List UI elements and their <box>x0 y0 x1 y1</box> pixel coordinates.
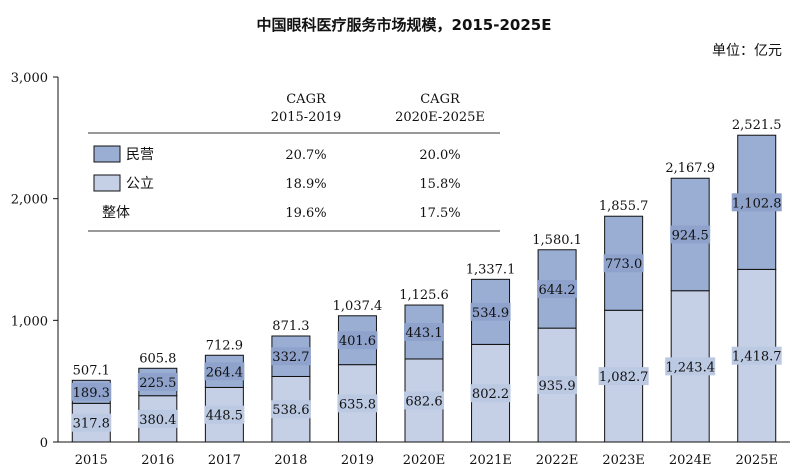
data-label-private: 924.5 <box>672 228 709 243</box>
data-label-bg-public <box>665 357 716 376</box>
cagr-row-label: 整体 <box>102 205 130 221</box>
cagr-row-label: 公立 <box>126 176 154 192</box>
x-tick-label: 2020E <box>403 453 446 468</box>
data-label-bg-public <box>137 409 178 428</box>
data-label-public: 1,082.7 <box>599 370 649 385</box>
data-label-total: 1,125.6 <box>399 288 449 303</box>
cagr-header-label: CAGR <box>420 92 461 107</box>
cagr-value: 18.9% <box>285 177 326 192</box>
cagr-header-label: CAGR <box>286 92 327 107</box>
data-label-public: 1,418.7 <box>732 350 782 365</box>
data-label-total: 605.8 <box>139 351 176 366</box>
data-label-private: 1,102.8 <box>732 196 782 211</box>
data-label-total: 2,521.5 <box>732 118 782 133</box>
cagr-header-period: 2020E-2025E <box>395 110 485 125</box>
data-label-bg-private <box>731 193 782 212</box>
data-label-private: 534.9 <box>472 306 509 321</box>
y-tick-label: 3,000 <box>11 71 48 86</box>
data-label-bg-private <box>137 373 178 392</box>
data-label-bg-public <box>204 405 245 424</box>
legend-swatch <box>93 145 121 163</box>
data-label-bg-public <box>71 413 112 432</box>
data-label-public: 448.5 <box>206 409 243 424</box>
data-label-private: 401.6 <box>339 334 376 349</box>
data-label-public: 380.4 <box>139 413 176 428</box>
data-label-private: 264.4 <box>206 365 243 380</box>
data-label-total: 712.9 <box>206 338 243 353</box>
data-label-bg-public <box>337 394 378 413</box>
data-label-public: 538.6 <box>272 403 309 418</box>
data-label-bg-private <box>670 225 711 244</box>
data-label-bg-private <box>537 279 578 298</box>
cagr-value: 19.6% <box>285 206 326 221</box>
data-label-bg-private <box>204 362 245 381</box>
x-tick-label: 2023E <box>602 453 645 468</box>
data-label-bg-public <box>537 376 578 395</box>
data-label-total: 871.3 <box>272 319 309 334</box>
data-label-bg-private <box>337 331 378 350</box>
chart-title: 中国眼科医疗服务市场规模，2015-2025E <box>256 16 552 34</box>
legend-swatch <box>93 174 121 192</box>
data-label-private: 443.1 <box>405 326 442 341</box>
data-label-private: 225.5 <box>139 376 176 391</box>
x-tick-label: 2024E <box>669 453 712 468</box>
x-tick-label: 2025E <box>735 453 778 468</box>
data-label-private: 773.0 <box>605 257 642 272</box>
x-tick-label: 2021E <box>469 453 512 468</box>
data-label-public: 935.9 <box>538 379 575 394</box>
data-label-total: 1,037.4 <box>333 299 383 314</box>
y-tick-label: 1,000 <box>11 314 48 329</box>
data-label-bg-private <box>603 254 644 273</box>
data-label-bg-public <box>598 367 649 386</box>
cagr-value: 17.5% <box>419 206 460 221</box>
data-label-bg-public <box>731 346 782 365</box>
data-label-private: 189.3 <box>73 386 110 401</box>
data-label-public: 317.8 <box>73 417 110 432</box>
data-label-bg-private <box>71 382 112 401</box>
data-label-bg-public <box>470 384 511 403</box>
data-label-total: 2,167.9 <box>665 161 715 176</box>
data-label-bg-private <box>404 322 444 341</box>
data-label-bg-private <box>470 302 511 321</box>
data-label-public: 682.6 <box>405 394 442 409</box>
cagr-row-label: 民营 <box>126 147 154 163</box>
x-tick-label: 2016 <box>141 453 174 468</box>
cagr-header-period: 2015-2019 <box>271 110 342 125</box>
data-label-total: 1,855.7 <box>599 199 649 214</box>
y-tick-label: 2,000 <box>11 193 48 208</box>
data-label-public: 1,243.4 <box>665 360 715 375</box>
data-label-total: 1,337.1 <box>466 262 516 277</box>
x-tick-label: 2017 <box>208 453 241 468</box>
y-tick-label: 0 <box>40 436 48 451</box>
data-label-bg-public <box>270 400 311 419</box>
cagr-value: 20.7% <box>285 148 326 163</box>
data-label-public: 802.2 <box>472 387 509 402</box>
data-label-total: 507.1 <box>73 363 110 378</box>
x-tick-label: 2018 <box>274 453 307 468</box>
unit-label: 单位：亿元 <box>712 43 782 59</box>
data-label-total: 1,580.1 <box>532 233 582 248</box>
cagr-value: 20.0% <box>419 148 460 163</box>
x-tick-label: 2015 <box>75 453 108 468</box>
data-label-bg-private <box>270 347 311 366</box>
data-label-private: 644.2 <box>538 283 575 298</box>
x-tick-label: 2019 <box>341 453 374 468</box>
x-tick-label: 2022E <box>536 453 579 468</box>
data-label-bg-public <box>404 391 444 410</box>
data-label-public: 635.8 <box>339 397 376 412</box>
cagr-value: 15.8% <box>419 177 460 192</box>
data-label-private: 332.7 <box>272 350 309 365</box>
